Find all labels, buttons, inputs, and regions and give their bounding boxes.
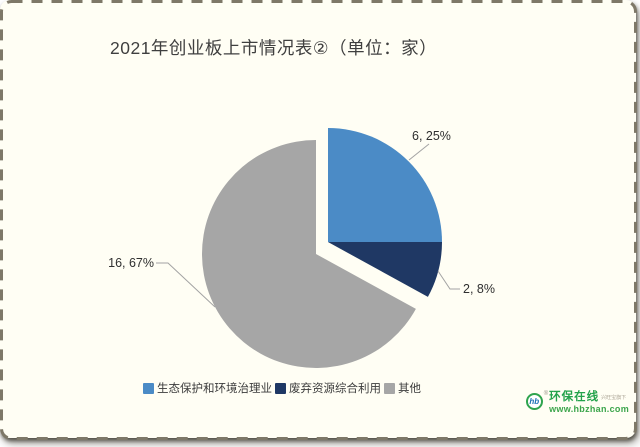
legend-swatch-icon xyxy=(143,382,154,394)
chart-card: 2021年创业板上市情况表②（单位：家） 6, 25% 2, 8% 16, 67… xyxy=(0,0,637,440)
chart-title: 2021年创业板上市情况表②（单位：家） xyxy=(110,38,438,58)
brand-tagline: 兴旺宝旗下 xyxy=(601,395,627,402)
leader-line-slice-0 xyxy=(408,143,430,161)
legend-swatch-icon xyxy=(275,382,286,394)
registered-mark: ® xyxy=(543,391,549,397)
pie-slice-1 xyxy=(328,242,442,297)
hbzhan-logo-icon: hb xyxy=(525,393,543,410)
data-label-slice-0: 6, 25% xyxy=(412,129,451,143)
chart-legend: 生态保护和环境治理业 废弃资源综合利用 其他 xyxy=(0,380,564,396)
legend-item-2: 其他 xyxy=(384,380,421,396)
legend-label: 废弃资源综合利用 xyxy=(289,383,381,395)
legend-item-0: 生态保护和环境治理业 xyxy=(143,380,272,396)
logo-text: 环保在线 兴旺宝旗下 www.hbzhan.com xyxy=(549,391,629,415)
pie-slice-0 xyxy=(328,128,442,242)
dashed-border xyxy=(0,0,637,440)
leader-line-slice-2 xyxy=(156,262,216,308)
hbzhan-watermark: hb ® 环保在线 兴旺宝旗下 www.hbzhan.com xyxy=(525,391,629,415)
legend-item-1: 废弃资源综合利用 xyxy=(275,380,381,396)
legend-label: 其他 xyxy=(398,383,421,395)
brand-name: 环保在线 xyxy=(549,391,600,403)
legend-swatch-icon xyxy=(384,382,395,394)
pie-chart xyxy=(0,0,637,440)
logo-monogram: hb xyxy=(529,396,540,406)
brand-url: www.hbzhan.com xyxy=(549,404,629,415)
pie-slices xyxy=(201,128,442,368)
legend-label: 生态保护和环境治理业 xyxy=(157,383,272,395)
leader-line-slice-1 xyxy=(437,270,460,290)
data-label-slice-2: 16, 67% xyxy=(108,256,154,270)
pie-slice-2 xyxy=(201,140,416,368)
data-label-slice-1: 2, 8% xyxy=(463,282,495,296)
